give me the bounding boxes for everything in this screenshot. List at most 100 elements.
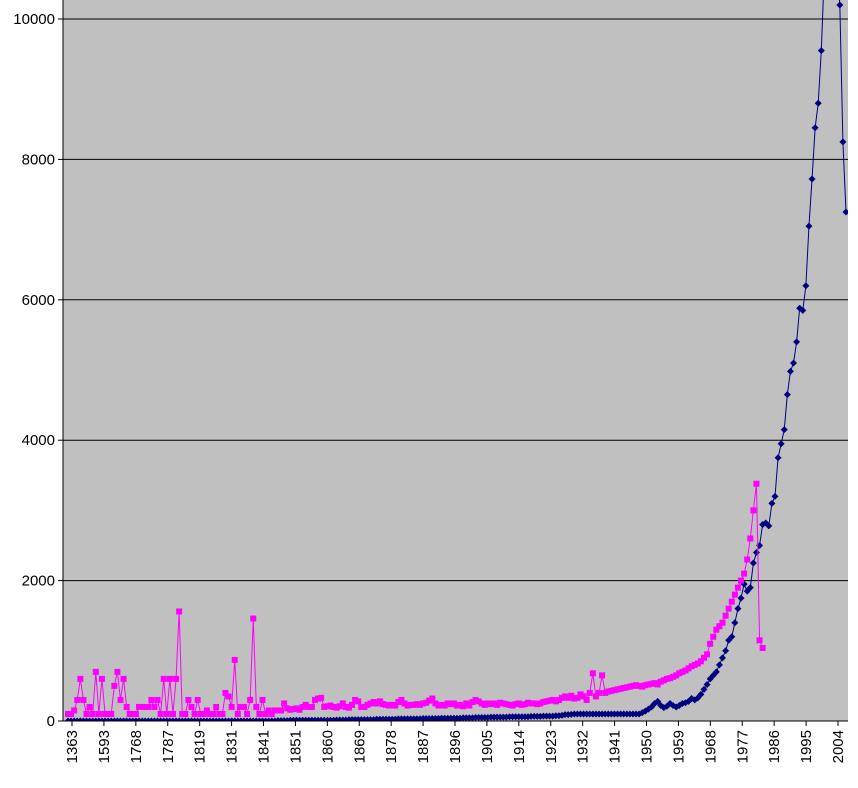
x-tick-label: 1959 — [670, 730, 687, 763]
data-point — [543, 698, 550, 705]
data-point — [98, 675, 105, 682]
data-point — [577, 691, 584, 698]
x-tick-label: 1768 — [128, 730, 145, 763]
data-point — [438, 701, 445, 708]
y-axis-ticks: 0 2000 4000 6000 8000 10000 — [13, 11, 63, 730]
x-tick-label: 1896 — [447, 730, 464, 763]
data-point — [222, 689, 229, 696]
data-point — [305, 703, 312, 710]
data-point — [108, 710, 115, 717]
data-point — [176, 608, 183, 615]
data-point — [203, 707, 210, 714]
data-point — [722, 612, 729, 619]
data-point — [648, 680, 655, 687]
data-point — [293, 705, 300, 712]
data-point — [700, 685, 708, 693]
x-tick-label: 1819 — [192, 730, 209, 763]
data-point — [741, 570, 748, 577]
data-point — [712, 668, 720, 676]
data-point — [667, 675, 674, 682]
data-point — [802, 282, 810, 290]
x-tick-label: 1860 — [319, 730, 336, 763]
data-point — [401, 700, 408, 707]
data-point — [790, 359, 798, 367]
data-point — [633, 682, 640, 689]
data-point — [596, 689, 603, 696]
data-point — [74, 696, 81, 703]
data-point — [386, 702, 393, 709]
data-point — [244, 710, 251, 717]
data-point — [463, 700, 470, 707]
data-point — [728, 633, 736, 641]
data-point — [774, 454, 782, 462]
data-point — [379, 701, 386, 708]
data-point — [679, 668, 686, 675]
data-point — [145, 703, 152, 710]
data-point — [219, 710, 226, 717]
data-point — [197, 710, 204, 717]
data-point — [169, 710, 176, 717]
data-point — [753, 480, 760, 487]
data-point — [697, 658, 704, 665]
data-point — [750, 507, 757, 514]
data-point — [500, 700, 507, 707]
x-tick-label: 1851 — [287, 730, 304, 763]
y-tick-label: 6000 — [22, 292, 55, 309]
data-point — [759, 644, 766, 651]
data-point — [746, 584, 754, 592]
data-point — [68, 710, 75, 717]
data-point — [240, 703, 247, 710]
data-point — [160, 675, 167, 682]
data-point — [364, 701, 371, 708]
data-point — [250, 615, 257, 622]
x-axis-ticks: 1363 1593 1768 1787 1819 1831 1841 1851 1860 1869… — [64, 721, 847, 763]
data-point — [114, 668, 121, 675]
data-point — [89, 710, 96, 717]
data-point — [95, 710, 102, 717]
data-point — [670, 673, 677, 680]
data-point — [210, 710, 217, 717]
data-point — [491, 700, 498, 707]
data-point — [136, 703, 143, 710]
data-point — [117, 696, 124, 703]
data-point — [765, 522, 773, 530]
data-point — [163, 710, 170, 717]
data-point — [620, 685, 627, 692]
data-point — [228, 703, 235, 710]
data-point — [179, 710, 186, 717]
data-point — [509, 702, 516, 709]
x-tick-label: 1941 — [607, 730, 624, 763]
data-point — [629, 682, 636, 689]
data-point — [469, 699, 476, 706]
data-point — [614, 686, 621, 693]
y-tick-label: 10000 — [13, 11, 55, 28]
data-point — [299, 703, 306, 710]
data-point — [549, 696, 556, 703]
data-point — [237, 703, 244, 710]
data-point — [330, 703, 337, 710]
data-point — [663, 675, 670, 682]
data-point — [188, 703, 195, 710]
data-point — [715, 661, 723, 669]
data-point — [207, 710, 214, 717]
data-point — [636, 682, 643, 689]
data-point — [688, 663, 695, 670]
data-point — [814, 99, 822, 107]
data-point — [213, 703, 220, 710]
data-point — [185, 696, 192, 703]
data-point — [432, 700, 439, 707]
data-point — [487, 701, 494, 708]
data-point — [466, 702, 473, 709]
data-point — [398, 696, 405, 703]
data-point — [722, 647, 730, 655]
data-point — [129, 710, 136, 717]
plot-area — [63, 0, 848, 721]
data-point — [654, 697, 662, 705]
data-point — [799, 306, 807, 314]
data-point — [546, 697, 553, 704]
data-point — [521, 701, 528, 708]
data-point — [749, 559, 757, 567]
data-point — [808, 175, 816, 183]
data-point — [747, 535, 754, 542]
data-point — [105, 710, 112, 717]
